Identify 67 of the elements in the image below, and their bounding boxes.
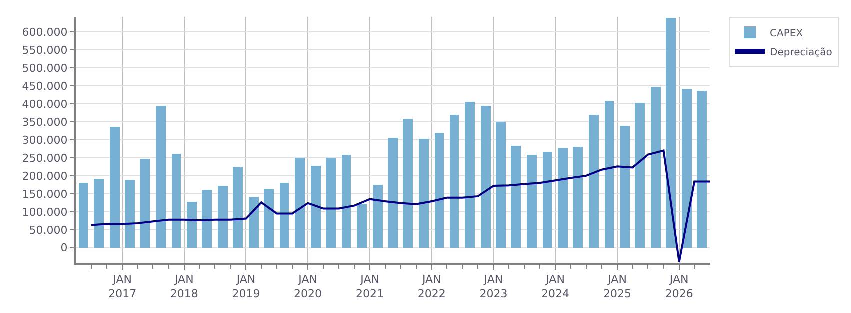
y-tick-label: 500.000 bbox=[22, 62, 68, 75]
y-tick-label: 450.000 bbox=[22, 80, 68, 93]
bar bbox=[264, 189, 274, 248]
y-tick-label: 200.000 bbox=[22, 170, 68, 183]
bar bbox=[94, 179, 104, 248]
bar bbox=[511, 146, 521, 248]
bar bbox=[403, 119, 413, 248]
bar bbox=[651, 87, 661, 248]
y-tick-label: 600.000 bbox=[22, 26, 68, 39]
bar bbox=[249, 197, 259, 248]
bar bbox=[357, 204, 367, 248]
bar bbox=[543, 152, 552, 248]
bar bbox=[373, 185, 383, 248]
bar bbox=[311, 166, 321, 248]
y-tick-label: 0 bbox=[60, 242, 68, 255]
bar bbox=[202, 190, 212, 248]
bar bbox=[682, 89, 692, 248]
x-tick-label: JAN 2019 bbox=[232, 273, 260, 300]
bar bbox=[125, 180, 135, 248]
x-tick-label: JAN 2017 bbox=[108, 273, 137, 300]
bar bbox=[605, 101, 614, 248]
y-tick-label: 250.000 bbox=[22, 152, 68, 165]
bar bbox=[635, 103, 645, 248]
bar bbox=[79, 183, 88, 248]
bar bbox=[450, 115, 459, 248]
y-tick-label: 550.000 bbox=[22, 44, 68, 57]
bar bbox=[342, 155, 351, 248]
bar bbox=[280, 183, 289, 248]
y-tick-label: 150.000 bbox=[22, 188, 68, 201]
bar bbox=[110, 127, 120, 248]
x-tick-label: JAN 2022 bbox=[418, 273, 446, 300]
y-tick-label: 100.000 bbox=[22, 206, 68, 219]
bar bbox=[233, 167, 243, 248]
bar bbox=[496, 122, 506, 248]
x-tick-label: JAN 2023 bbox=[480, 273, 508, 300]
bar bbox=[218, 186, 228, 248]
bar bbox=[573, 147, 583, 248]
bar bbox=[527, 155, 537, 248]
bar bbox=[156, 106, 166, 248]
y-tick-label: 400.000 bbox=[22, 98, 68, 111]
x-tick-label: JAN 2024 bbox=[542, 273, 570, 300]
x-tick-label: JAN 2020 bbox=[294, 273, 322, 300]
x-tick-label: JAN 2025 bbox=[604, 273, 632, 300]
bar bbox=[187, 202, 197, 248]
bar bbox=[326, 158, 336, 248]
bar bbox=[589, 115, 599, 248]
bar bbox=[172, 154, 181, 248]
x-tick-label: JAN 2021 bbox=[356, 273, 384, 300]
bar bbox=[465, 102, 475, 248]
bar bbox=[295, 158, 305, 248]
bar bbox=[620, 126, 630, 248]
legend-label: Depreciação bbox=[770, 47, 832, 58]
line-series bbox=[90, 150, 710, 263]
legend-label: CAPEX bbox=[770, 28, 804, 40]
y-tick-label: 300.000 bbox=[22, 134, 68, 147]
bar bbox=[140, 159, 150, 248]
bar bbox=[481, 106, 491, 248]
x-tick-label: JAN 2026 bbox=[665, 273, 694, 300]
bar bbox=[419, 139, 429, 248]
x-tick-label: JAN 2018 bbox=[170, 273, 198, 300]
y-tick-label: 350.000 bbox=[22, 116, 68, 129]
bar bbox=[666, 18, 676, 248]
bar bbox=[435, 133, 444, 248]
bar bbox=[558, 148, 568, 248]
y-tick-label: 50.000 bbox=[29, 224, 68, 237]
bar bbox=[697, 91, 707, 248]
bar bbox=[388, 138, 398, 248]
